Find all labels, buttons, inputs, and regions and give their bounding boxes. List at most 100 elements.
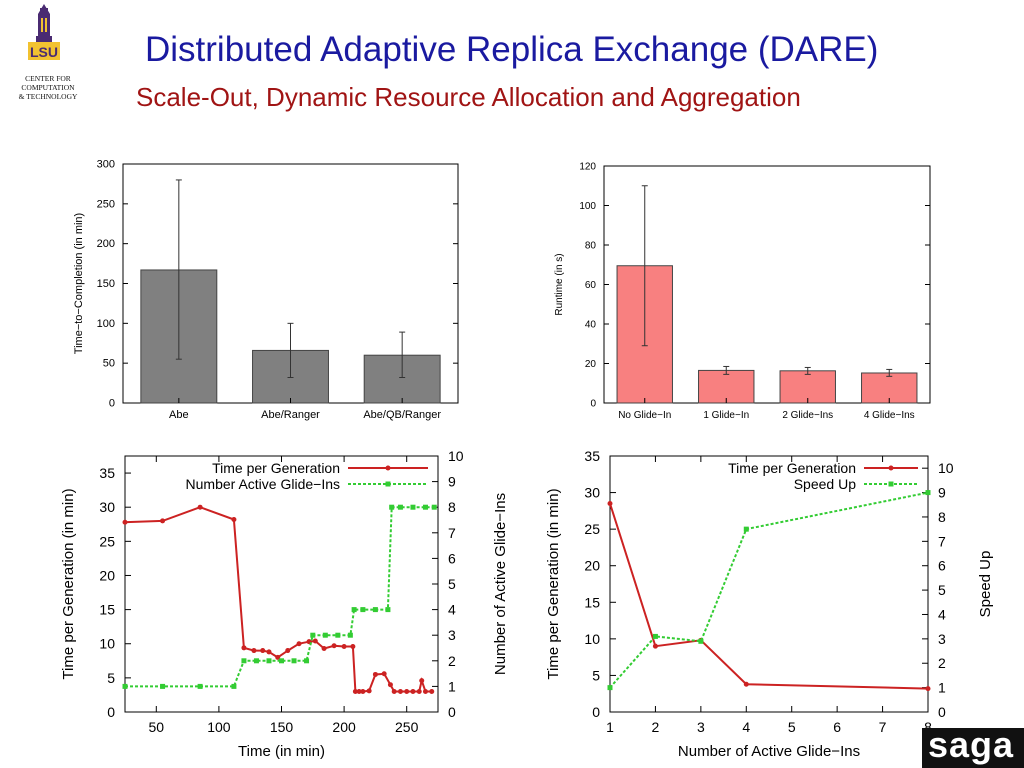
y-tick-label: 0 (107, 704, 115, 720)
y-tick-label: 0 (109, 398, 115, 410)
data-point (397, 504, 403, 510)
data-point (275, 654, 281, 660)
data-point (419, 678, 425, 684)
x-tick-label: No Glide−In (618, 410, 671, 421)
y2-tick-label: 8 (938, 509, 946, 525)
series-line (124, 506, 432, 693)
page-subtitle: Scale-Out, Dynamic Resource Allocation a… (136, 82, 801, 112)
y-tick-label: 30 (99, 499, 115, 515)
logo-line1: CENTER FOR COMPUTATION (21, 74, 75, 92)
legend-label: Time per Generation (212, 460, 340, 476)
data-point (381, 671, 387, 677)
data-point (925, 686, 931, 692)
chart-runtime: 0 20 40 60 80 100 120 No Glide−In 1 Glide−In 2 Gl… (554, 162, 931, 421)
x-tick-label: 2 Glide−Ins (782, 410, 833, 421)
y-tick-label: 20 (99, 567, 115, 583)
lsu-tower-icon: LSU (28, 4, 60, 60)
data-point (607, 685, 613, 691)
data-point (322, 632, 328, 638)
data-point (350, 643, 356, 649)
x-tick-label: 2 (652, 719, 660, 735)
y-tick-label: 200 (97, 238, 115, 250)
data-point (652, 643, 658, 649)
y2-tick-label: 1 (448, 678, 456, 694)
y-tick-label: 100 (97, 318, 115, 330)
legend-marker (888, 465, 894, 471)
data-point (260, 648, 266, 654)
data-point (372, 671, 378, 677)
y2-tick-label: 4 (938, 606, 946, 622)
y-tick-label: 250 (97, 198, 115, 210)
data-point (366, 688, 372, 694)
y-tick-label: 35 (99, 465, 115, 481)
legend-marker (385, 481, 391, 487)
x-tick-label: 6 (833, 719, 841, 735)
y2-axis-label: Number of Active Glide−Ins (492, 493, 509, 675)
data-point (429, 689, 435, 695)
data-point (743, 681, 749, 687)
x-tick-label: 3 (697, 719, 705, 735)
data-point (356, 689, 362, 695)
y2-axis-label: Speed Up (977, 551, 994, 618)
data-point (743, 526, 749, 532)
data-point (312, 638, 318, 644)
chart-time-to-completion: 0 50 100 150 200 250 300 Abe Abe/Ranger Abe/QB/Ra… (73, 159, 459, 421)
x-tick-label: 150 (270, 719, 294, 735)
data-point (231, 683, 237, 689)
y-tick-label: 10 (99, 636, 115, 652)
y2-tick-label: 7 (938, 533, 946, 549)
data-point (310, 632, 316, 638)
y2-tick-label: 2 (448, 653, 456, 669)
y2-tick-label: 0 (938, 704, 946, 720)
y-axis-label: Time−to−Completion (in min) (73, 213, 85, 354)
data-point (347, 632, 353, 638)
x-tick-label: 50 (149, 719, 165, 735)
y2-tick-label: 5 (938, 582, 946, 598)
bar (779, 370, 836, 404)
data-point (698, 638, 704, 644)
chart-time-per-generation-vs-time: 50 100 150 200 250 0 5 10 15 20 25 30 35 0 1 2 3 4 5 6 7 8 9 10… (60, 448, 509, 760)
data-point (285, 648, 291, 654)
data-point (197, 683, 203, 689)
data-point (397, 689, 403, 695)
y-tick-label: 0 (592, 704, 600, 720)
data-point (422, 504, 428, 510)
y2-tick-label: 5 (448, 576, 456, 592)
data-point (352, 689, 358, 695)
data-point (360, 607, 366, 613)
data-point (410, 504, 416, 510)
data-point (387, 682, 393, 688)
x-axis-label: Number of Active Glide−Ins (678, 743, 860, 760)
y-axis-label: Time per Generation (in min) (60, 488, 77, 679)
y-tick-label: 5 (592, 667, 600, 683)
x-tick-label: 1 (606, 719, 614, 735)
x-tick-label: 1 Glide−In (703, 410, 749, 421)
y-tick-label: 25 (584, 521, 600, 537)
series-line (609, 503, 929, 690)
data-point (410, 689, 416, 695)
data-point (416, 689, 422, 695)
x-tick-label: 100 (207, 719, 231, 735)
legend-label: Time per Generation (728, 460, 856, 476)
data-point (335, 632, 341, 638)
data-point (351, 607, 357, 613)
y2-tick-label: 9 (448, 474, 456, 490)
data-point (251, 648, 257, 654)
y-tick-label: 35 (584, 448, 600, 464)
data-point (391, 689, 397, 695)
x-tick-label: 4 Glide−Ins (864, 410, 915, 421)
y2-tick-label: 0 (448, 704, 456, 720)
data-point (279, 658, 284, 664)
data-point (925, 490, 931, 496)
saga-logo: saga (922, 724, 1024, 768)
data-point (160, 518, 166, 524)
y2-tick-label: 4 (448, 602, 456, 618)
y2-tick-label: 1 (938, 680, 946, 696)
y2-tick-label: 6 (448, 550, 456, 566)
y-tick-label: 0 (590, 399, 596, 410)
y2-tick-label: 8 (448, 499, 456, 515)
data-point (404, 689, 410, 695)
y-tick-label: 80 (585, 241, 597, 252)
y-tick-label: 60 (585, 280, 597, 291)
